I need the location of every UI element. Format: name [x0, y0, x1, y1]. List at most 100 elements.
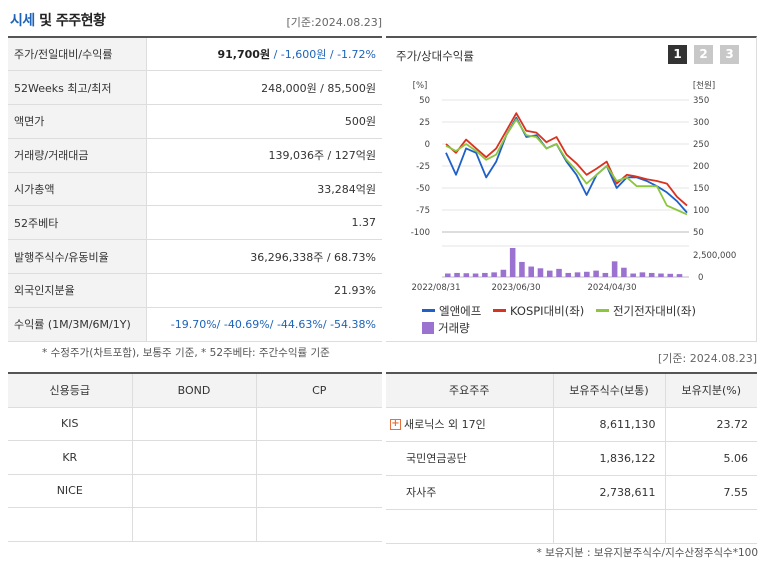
- volume-bar: [509, 248, 516, 277]
- volume-bar: [630, 273, 636, 277]
- table-row: 시가총액 33,284억원: [8, 172, 382, 207]
- table-cell: [256, 507, 382, 542]
- series-line: [445, 112, 688, 207]
- chart-page-1-button[interactable]: 1: [668, 45, 687, 64]
- volume-bar: [602, 272, 609, 277]
- holder-shares: 2,738,611: [553, 475, 666, 510]
- right-tick-label: 300: [693, 118, 709, 128]
- table-row: 52Weeks 최고/최저 248,000원 / 85,500원: [8, 70, 382, 106]
- stat-value: 1.37: [146, 205, 382, 241]
- stat-value: 21.93%: [146, 273, 382, 308]
- legend-volume-icon: [422, 321, 434, 334]
- right-tick-label: 100: [693, 206, 709, 216]
- left-tick-label: -25: [416, 162, 430, 172]
- left-tick-label: -100: [411, 228, 430, 238]
- x-tick-label: 2024/04/30: [588, 283, 637, 293]
- holder-name: 자사주: [386, 475, 554, 510]
- x-tick-label: 2023/06/30: [492, 283, 541, 293]
- volume-bar: [574, 272, 581, 277]
- base-date: [기준:2024.08.23]: [286, 16, 382, 29]
- left-tick-label: 25: [419, 118, 430, 128]
- volume-bar: [611, 261, 618, 277]
- stat-value: 91,700원 / -1,600원 / -1.72%: [146, 37, 382, 72]
- volume-bar: [519, 261, 525, 277]
- column-header: 보유주식수(보통): [553, 373, 666, 408]
- table-row: [8, 507, 382, 542]
- table-cell: [132, 507, 257, 542]
- table-row: 국민연금공단 1,836,122 5.06: [386, 441, 757, 476]
- volume-bar: [482, 272, 488, 277]
- table-row: KIS: [8, 407, 382, 441]
- volume-bar: [537, 268, 544, 277]
- column-header: 보유지분(%): [665, 373, 757, 408]
- right-tick-label: 250: [693, 140, 709, 150]
- right-tick-label: 150: [693, 184, 709, 194]
- holder-pct: 7.55: [665, 475, 757, 510]
- stat-value: 248,000원 / 85,500원: [146, 70, 382, 106]
- volume-bar: [463, 273, 470, 277]
- table-row: NICE: [8, 474, 382, 508]
- volume-bar: [621, 267, 627, 277]
- credit-rating-table: 신용등급 BOND CP KIS KR NICE: [8, 372, 382, 542]
- left-tick-label: -75: [416, 206, 430, 216]
- stat-label: 시가총액: [8, 172, 147, 207]
- chart-title: 주가/상대수익률: [396, 49, 474, 63]
- stat-label: 거래량/거래대금: [8, 138, 147, 173]
- holder-name: [386, 509, 554, 544]
- price-chart: [%] [천원] 50 350 25 300 0 250 -25 200 -50 150 -75 100 -…: [411, 80, 737, 293]
- stats-footnote: * 수정주가(차트포함), 보통주 기준, * 52주베타: 주간수익률 기준: [42, 347, 330, 359]
- chart-page-3-button[interactable]: 3: [720, 45, 739, 64]
- holders-footnote: * 보유지분 : 보유지분주식수/지수산정주식수*100: [536, 547, 758, 559]
- left-tick-label: 50: [419, 96, 430, 106]
- volume-tick-label: 2,500,000: [693, 251, 736, 261]
- table-row: 52주베타 1.37: [8, 205, 382, 241]
- table-cell: [132, 407, 257, 441]
- table-row: 액면가 500원: [8, 104, 382, 139]
- chart-legend: 엘앤에프 KOSPI대비(좌) 전기전자대비(좌) 거래량: [422, 303, 704, 337]
- legend-item: 엘앤에프: [422, 303, 481, 319]
- table-row: 자사주 2,738,611 7.55: [386, 475, 757, 510]
- volume-bar: [639, 272, 646, 277]
- right-tick-label: 200: [693, 162, 709, 172]
- chart-panel: 주가/상대수익률 1 2 3 [%] [천원] 50 350 25 300 0 250 -25 2…: [386, 36, 757, 342]
- volume-bar: [556, 268, 562, 277]
- major-shareholders-table: 주요주주 보유주식수(보통) 보유지분(%) + 새로닉스 외 17인 8,611…: [386, 372, 757, 544]
- table-cell: [132, 474, 257, 508]
- table-cell: [256, 440, 382, 475]
- legend-item: KOSPI대비(좌): [492, 303, 584, 319]
- volume-bar: [667, 273, 674, 277]
- volume-tick-label: 0: [698, 273, 703, 283]
- series-line: [445, 116, 688, 214]
- table-row: [386, 509, 757, 544]
- volume-bar: [491, 272, 497, 277]
- volume-bar: [658, 273, 664, 277]
- chart-page-2-button[interactable]: 2: [694, 45, 713, 64]
- right-tick-label: 350: [693, 96, 709, 106]
- table-row: 거래량/거래대금 139,036주 / 127억원: [8, 138, 382, 173]
- holder-pct: [665, 509, 757, 544]
- legend-swatch-icon: [492, 309, 506, 312]
- holder-name[interactable]: + 새로닉스 외 17인: [386, 407, 554, 442]
- expand-plus-icon[interactable]: +: [390, 417, 401, 430]
- table-header-row: 신용등급 BOND CP: [8, 373, 382, 408]
- table-cell: [132, 440, 257, 475]
- table-row: + 새로닉스 외 17인 8,611,130 23.72: [386, 407, 757, 442]
- left-tick-label: 0: [425, 140, 430, 150]
- right-tick-label: 50: [693, 228, 704, 238]
- right-axis-unit: [천원]: [693, 80, 715, 91]
- table-row: 외국인지분율 21.93%: [8, 273, 382, 308]
- volume-bar: [584, 271, 590, 277]
- table-row: KR: [8, 440, 382, 475]
- volume-bar: [500, 269, 507, 277]
- stat-label: 52주베타: [8, 205, 147, 241]
- volume-bar: [565, 272, 572, 277]
- table-cell: [256, 474, 382, 508]
- column-header: 주요주주: [386, 373, 554, 408]
- stat-label: 수익률 (1M/3M/6M/1Y): [8, 307, 147, 342]
- table-row: 발행주식수/유동비율 36,296,338주 / 68.73%: [8, 239, 382, 275]
- column-header: 신용등급: [8, 373, 133, 408]
- volume-bar: [445, 273, 451, 277]
- column-header: CP: [256, 373, 382, 408]
- table-cell: KIS: [8, 407, 133, 441]
- stat-label: 액면가: [8, 104, 147, 139]
